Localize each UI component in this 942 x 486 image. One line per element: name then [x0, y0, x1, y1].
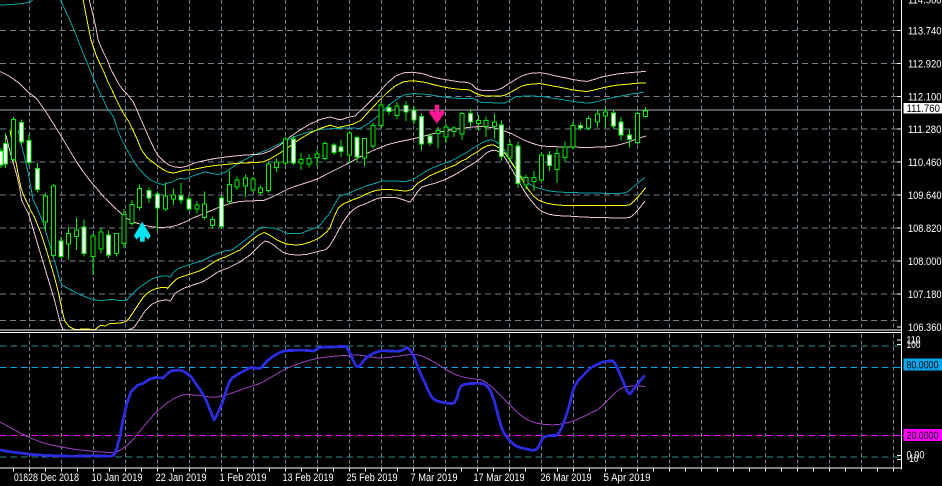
svg-text:80.0000: 80.0000	[907, 360, 939, 372]
svg-text:108.820: 108.820	[908, 223, 942, 235]
svg-text:13 Feb 2019: 13 Feb 2019	[283, 472, 334, 484]
svg-text:113.740: 113.740	[908, 25, 942, 37]
svg-text:5 Apr 2019: 5 Apr 2019	[604, 472, 651, 484]
svg-text:0.00: 0.00	[907, 450, 925, 462]
svg-text:112.100: 112.100	[908, 91, 942, 103]
svg-text:107.180: 107.180	[908, 289, 942, 301]
svg-text:7 Mar 2019: 7 Mar 2019	[411, 472, 458, 484]
svg-text:110.460: 110.460	[908, 157, 942, 169]
svg-text:106.360: 106.360	[908, 322, 942, 334]
svg-text:28 Dec 2018: 28 Dec 2018	[28, 472, 79, 484]
svg-text:10 Jan 2019: 10 Jan 2019	[92, 472, 143, 484]
svg-text:20.0000: 20.0000	[907, 430, 939, 442]
svg-text:110: 110	[907, 335, 921, 347]
svg-text:100: 100	[907, 339, 921, 351]
svg-text:26 Mar 2019: 26 Mar 2019	[541, 472, 592, 484]
svg-text:112.920: 112.920	[908, 58, 942, 70]
svg-text:25 Feb 2019: 25 Feb 2019	[347, 472, 398, 484]
svg-text:114.560: 114.560	[908, 0, 942, 7]
svg-text:-10: -10	[907, 453, 919, 465]
svg-text:17 Mar 2019: 17 Mar 2019	[474, 472, 525, 484]
svg-text:111.280: 111.280	[908, 124, 942, 136]
svg-text:1 Feb 2019: 1 Feb 2019	[220, 472, 267, 484]
svg-text:111.760: 111.760	[907, 103, 941, 115]
svg-text:108.000: 108.000	[908, 256, 942, 268]
svg-text:22 Jan 2019: 22 Jan 2019	[156, 472, 207, 484]
svg-text:018: 018	[14, 472, 28, 484]
svg-text:109.640: 109.640	[908, 190, 942, 202]
